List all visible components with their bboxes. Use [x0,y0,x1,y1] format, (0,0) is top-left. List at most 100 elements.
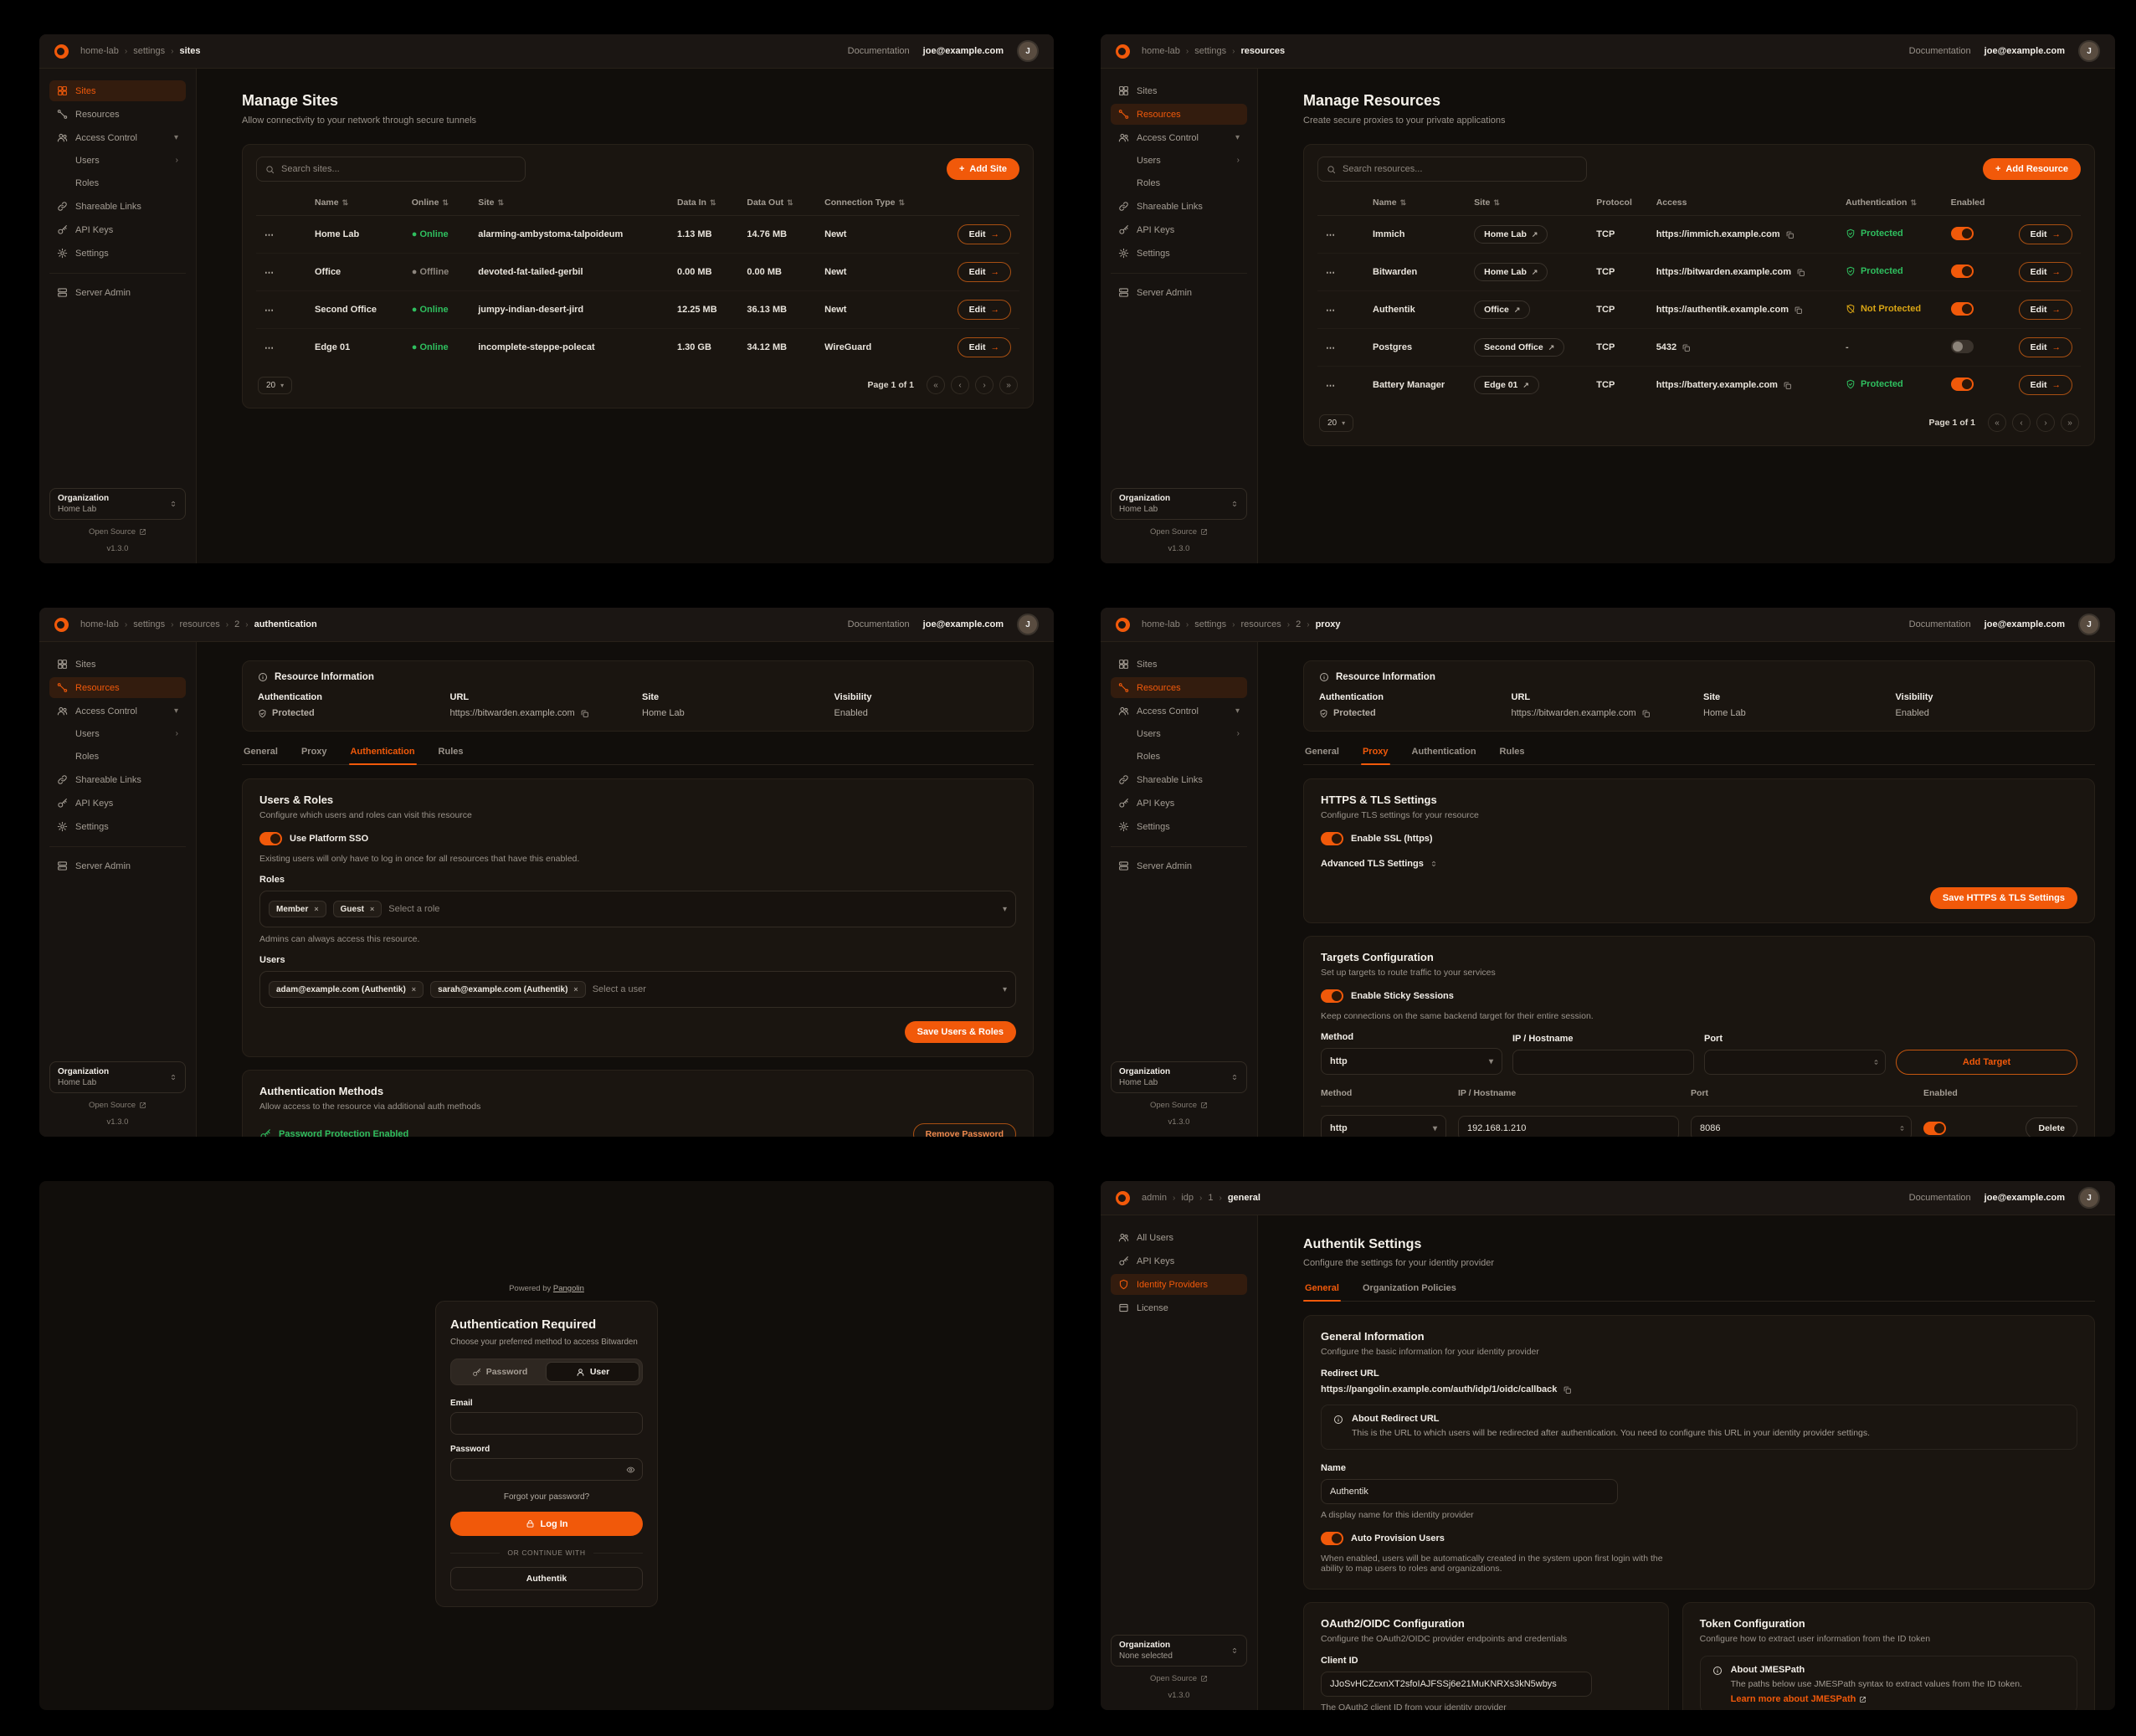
first-page-button[interactable]: « [927,376,945,394]
method-select[interactable]: http ▾ [1321,1048,1502,1075]
sidebar-item-server-admin[interactable]: Server Admin [49,855,186,876]
row-menu-icon[interactable]: ⋯ [1326,229,1336,240]
user-email[interactable]: joe@example.com [922,46,1004,56]
edit-button[interactable]: Edit → [957,337,1011,357]
target-enabled-toggle[interactable] [1923,1122,1946,1135]
breadcrumb-resource-id[interactable]: 2 [1296,619,1302,629]
site-chip[interactable]: Edge 01 ↗ [1474,376,1539,394]
authentik-sso-button[interactable]: Authentik [450,1567,643,1590]
sidebar-item-resources[interactable]: Resources [49,677,186,698]
password-field[interactable] [450,1458,643,1481]
sidebar-item-settings[interactable]: Settings [1111,243,1247,264]
enable-ssl-toggle[interactable] [1321,832,1343,845]
edit-button[interactable]: Edit → [957,262,1011,282]
open-source-link[interactable]: Open Source [1111,527,1247,537]
organization-selector[interactable]: Organization Home Lab [49,488,186,520]
avatar[interactable]: J [2078,1187,2100,1209]
platform-sso-toggle[interactable] [259,832,282,845]
edit-button[interactable]: Edit → [2018,375,2072,395]
edit-button[interactable]: Edit → [2018,224,2072,244]
sidebar-item-resources[interactable]: Resources [1111,677,1247,698]
sidebar-item-access-control[interactable]: Access Control ▾ [1111,701,1247,722]
tab-authentication[interactable]: Authentication [1411,747,1476,757]
prev-page-button[interactable]: ‹ [2012,413,2031,432]
sidebar-item-identity-providers[interactable]: Identity Providers [1111,1274,1247,1295]
sidebar-item-shareable-links[interactable]: Shareable Links [49,196,186,217]
sidebar-item-shareable-links[interactable]: Shareable Links [49,769,186,790]
advanced-tls-settings-toggle[interactable]: Advanced TLS Settings [1321,859,2077,869]
sidebar-item-resources[interactable]: Resources [1111,104,1247,125]
organization-selector[interactable]: Organization Home Lab [1111,488,1247,520]
col-name[interactable]: Name ⇅ [306,192,403,216]
roles-select[interactable]: Member × Guest × Select a role ▾ [259,891,1016,927]
site-chip[interactable]: Home Lab ↗ [1474,225,1548,244]
enabled-toggle[interactable] [1950,377,1974,391]
sidebar-item-settings[interactable]: Settings [1111,816,1247,837]
search-input[interactable]: Search resources... [1317,157,1587,182]
edit-button[interactable]: Edit → [957,224,1011,244]
save-users-roles-button[interactable]: Save Users & Roles [904,1021,1016,1043]
jmespath-learn-more-link[interactable]: Learn more about JMESPath [1731,1694,1867,1704]
sidebar-item-server-admin[interactable]: Server Admin [49,282,186,303]
pangolin-logo-icon[interactable] [1116,1190,1130,1205]
sidebar-item-sites[interactable]: Sites [49,654,186,675]
ip-hostname-input[interactable] [1512,1050,1694,1075]
user-email[interactable]: joe@example.com [1984,619,2065,629]
organization-selector[interactable]: Organization None selected [1111,1635,1247,1667]
documentation-link[interactable]: Documentation [1908,1193,1971,1203]
tab-proxy[interactable]: Proxy [1360,745,1390,765]
client-id-input[interactable] [1321,1671,1592,1697]
add-target-button[interactable]: Add Target [1896,1050,2077,1075]
enabled-toggle[interactable] [1950,301,1974,316]
sidebar-item-api-keys[interactable]: API Keys [1111,1251,1247,1271]
sidebar-item-roles[interactable]: Roles [1137,752,1161,762]
pangolin-link[interactable]: Pangolin [552,1284,584,1293]
avatar[interactable]: J [1017,614,1039,635]
tab-rules[interactable]: Rules [1499,747,1525,757]
breadcrumb-settings[interactable]: settings [133,619,166,629]
copy-icon[interactable] [1563,1385,1572,1394]
auto-provision-toggle[interactable] [1321,1531,1343,1545]
row-menu-icon[interactable]: ⋯ [264,229,275,240]
tab-general[interactable]: General [244,747,278,757]
site-chip[interactable]: Home Lab ↗ [1474,263,1548,281]
breadcrumb-resources[interactable]: resources [179,619,220,629]
add-site-button[interactable]: + Add Site [946,158,1019,180]
row-menu-icon[interactable]: ⋯ [264,267,275,278]
breadcrumb-org[interactable]: home-lab [80,619,119,629]
stepper-icon[interactable] [1898,1125,1906,1133]
row-menu-icon[interactable]: ⋯ [264,305,275,316]
tab-authentication[interactable]: Authentication [348,745,417,765]
sidebar-item-roles[interactable]: Roles [1137,178,1161,188]
remove-password-button[interactable]: Remove Password [912,1123,1016,1137]
sidebar-item-license[interactable]: License [1111,1297,1247,1318]
prev-page-button[interactable]: ‹ [951,376,969,394]
log-in-button[interactable]: Log In [450,1512,643,1536]
last-page-button[interactable]: » [2061,413,2079,432]
save-https-tls-button[interactable]: Save HTTPS & TLS Settings [1929,887,2077,909]
documentation-link[interactable]: Documentation [1908,619,1971,629]
copy-icon[interactable] [1682,343,1691,352]
copy-icon[interactable] [1641,709,1651,718]
open-source-link[interactable]: Open Source [49,1101,186,1110]
breadcrumb-settings[interactable]: settings [133,46,166,56]
row-menu-icon[interactable]: ⋯ [1326,305,1336,316]
sidebar-item-roles[interactable]: Roles [75,178,100,188]
edit-button[interactable]: Edit → [2018,337,2072,357]
sidebar-item-api-keys[interactable]: API Keys [1111,793,1247,814]
remove-chip-icon[interactable]: × [314,905,319,913]
users-select[interactable]: adam@example.com (Authentik) × sarah@exam… [259,971,1016,1008]
sidebar-item-shareable-links[interactable]: Shareable Links [1111,196,1247,217]
organization-selector[interactable]: Organization Home Lab [1111,1061,1247,1093]
sidebar-item-users[interactable]: Users › [75,156,178,166]
next-page-button[interactable]: › [975,376,994,394]
sidebar-item-settings[interactable]: Settings [49,816,186,837]
last-page-button[interactable]: » [999,376,1018,394]
breadcrumb-idp-id[interactable]: 1 [1208,1193,1214,1203]
stepper-icon[interactable] [1872,1059,1880,1066]
page-size-select[interactable]: 20 ▾ [258,376,293,394]
avatar[interactable]: J [2078,614,2100,635]
documentation-link[interactable]: Documentation [1908,46,1971,56]
user-email[interactable]: joe@example.com [922,619,1004,629]
delete-target-button[interactable]: Delete [2026,1117,2077,1137]
